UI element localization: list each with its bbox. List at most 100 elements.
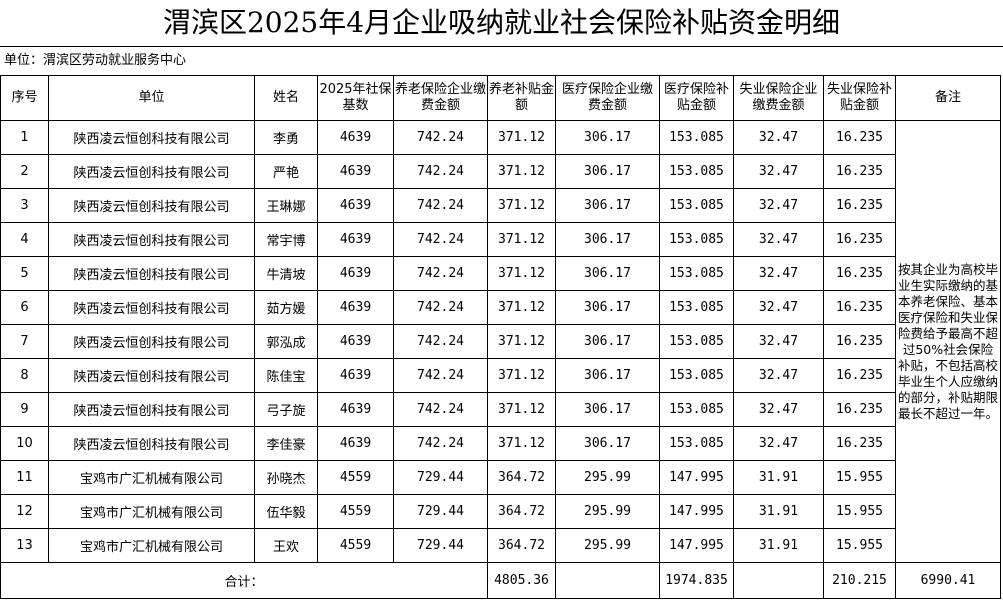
row-medical-subsidy: 147.995	[659, 494, 734, 529]
row-pension-subsidy: 371.12	[487, 256, 556, 291]
row-base: 4639	[317, 154, 394, 189]
header-remark: 备注	[895, 75, 1001, 121]
row-unemployment-subsidy: 16.235	[823, 290, 896, 325]
row-pension-subsidy: 371.12	[487, 426, 556, 461]
row-unemployment-subsidy: 16.235	[823, 426, 896, 461]
row-base: 4559	[317, 494, 394, 529]
row-name: 严艳	[254, 154, 318, 189]
table-row: 5 陕西凌云恒创科技有限公司 牛清坡 4639 742.24 371.12 306.17 15…	[0, 256, 1001, 291]
row-company: 陕西凌云恒创科技有限公司	[48, 222, 255, 257]
row-pension-subsidy: 364.72	[487, 528, 556, 563]
row-index: 2	[0, 154, 49, 189]
row-base: 4639	[317, 290, 394, 325]
row-name: 孙晓杰	[254, 460, 318, 495]
row-medical-subsidy: 153.085	[659, 120, 734, 155]
total-unemployment-subsidy: 210.215	[823, 562, 896, 599]
table-row: 12 宝鸡市广汇机械有限公司 伍华毅 4559 729.44 364.72 295.99 14…	[0, 494, 1001, 529]
row-name: 陈佳宝	[254, 358, 318, 393]
row-medical-payment: 306.17	[555, 426, 660, 461]
row-name: 王欢	[254, 528, 318, 563]
row-pension-payment: 729.44	[393, 494, 488, 529]
unit-label: 单位：渭滨区劳动就业服务中心	[4, 53, 187, 68]
table-row: 4 陕西凌云恒创科技有限公司 常宇博 4639 742.24 371.12 306.17 15…	[0, 222, 1001, 257]
header-company: 单位	[48, 75, 255, 121]
header-unemployment-payment: 失业保险企业缴费金额	[733, 75, 824, 121]
row-company: 陕西凌云恒创科技有限公司	[48, 120, 255, 155]
row-name: 茹方媛	[254, 290, 318, 325]
row-unemployment-payment: 32.47	[733, 392, 824, 427]
row-company: 宝鸡市广汇机械有限公司	[48, 528, 255, 563]
header-name: 姓名	[254, 75, 318, 121]
header-base: 2025年社保基数	[317, 75, 394, 121]
row-company: 陕西凌云恒创科技有限公司	[48, 426, 255, 461]
row-unemployment-subsidy: 16.235	[823, 222, 896, 257]
row-base: 4639	[317, 256, 394, 291]
header-pension-subsidy: 养老补贴金额	[487, 75, 556, 121]
row-medical-subsidy: 147.995	[659, 460, 734, 495]
row-medical-subsidy: 153.085	[659, 154, 734, 189]
row-pension-subsidy: 364.72	[487, 494, 556, 529]
row-medical-payment: 306.17	[555, 154, 660, 189]
row-medical-subsidy: 153.085	[659, 188, 734, 223]
row-pension-payment: 742.24	[393, 392, 488, 427]
row-unemployment-payment: 31.91	[733, 528, 824, 563]
total-empty-cell	[555, 562, 660, 599]
row-unemployment-payment: 32.47	[733, 222, 824, 257]
row-pension-payment: 742.24	[393, 256, 488, 291]
row-pension-subsidy: 371.12	[487, 154, 556, 189]
row-pension-subsidy: 371.12	[487, 120, 556, 155]
row-company: 陕西凌云恒创科技有限公司	[48, 392, 255, 427]
row-pension-subsidy: 371.12	[487, 358, 556, 393]
row-index: 5	[0, 256, 49, 291]
row-unemployment-subsidy: 15.955	[823, 494, 896, 529]
row-medical-payment: 306.17	[555, 392, 660, 427]
row-name: 李勇	[254, 120, 318, 155]
row-medical-payment: 295.99	[555, 494, 660, 529]
row-medical-payment: 306.17	[555, 256, 660, 291]
row-unemployment-payment: 32.47	[733, 426, 824, 461]
header-unemployment-subsidy: 失业保险补贴金额	[823, 75, 896, 121]
row-unemployment-payment: 32.47	[733, 324, 824, 359]
row-medical-subsidy: 147.995	[659, 528, 734, 563]
row-medical-payment: 306.17	[555, 188, 660, 223]
row-name: 伍华毅	[254, 494, 318, 529]
row-medical-subsidy: 153.085	[659, 426, 734, 461]
row-medical-payment: 306.17	[555, 222, 660, 257]
row-base: 4639	[317, 188, 394, 223]
row-name: 常宇博	[254, 222, 318, 257]
row-pension-payment: 729.44	[393, 460, 488, 495]
row-unemployment-payment: 32.47	[733, 154, 824, 189]
row-company: 陕西凌云恒创科技有限公司	[48, 256, 255, 291]
row-base: 4639	[317, 120, 394, 155]
table-row: 3 陕西凌云恒创科技有限公司 王琳娜 4639 742.24 371.12 306.17 15…	[0, 188, 1001, 223]
row-medical-payment: 306.17	[555, 358, 660, 393]
row-unemployment-payment: 32.47	[733, 188, 824, 223]
row-pension-subsidy: 364.72	[487, 460, 556, 495]
row-index: 7	[0, 324, 49, 359]
header-pension-payment: 养老保险企业缴费金额	[393, 75, 488, 121]
table-row: 9 陕西凌云恒创科技有限公司 弓子旋 4639 742.24 371.12 306.17 15…	[0, 392, 1001, 427]
header-medical-payment: 医疗保险企业缴费金额	[555, 75, 660, 121]
header-row: 序号 单位 姓名 2025年社保基数 养老保险企业缴费金额 养老补贴金额 医疗保…	[0, 75, 1001, 121]
row-pension-subsidy: 371.12	[487, 290, 556, 325]
row-company: 宝鸡市广汇机械有限公司	[48, 460, 255, 495]
row-base: 4639	[317, 324, 394, 359]
row-medical-payment: 306.17	[555, 324, 660, 359]
row-base: 4639	[317, 392, 394, 427]
row-pension-subsidy: 371.12	[487, 188, 556, 223]
row-pension-payment: 729.44	[393, 528, 488, 563]
row-company: 陕西凌云恒创科技有限公司	[48, 290, 255, 325]
row-index: 3	[0, 188, 49, 223]
row-index: 1	[0, 120, 49, 155]
header-index: 序号	[0, 75, 49, 121]
row-pension-payment: 742.24	[393, 154, 488, 189]
row-base: 4559	[317, 528, 394, 563]
row-pension-payment: 742.24	[393, 120, 488, 155]
table-row: 13 宝鸡市广汇机械有限公司 王欢 4559 729.44 364.72 295.99 147…	[0, 528, 1001, 563]
row-medical-subsidy: 153.085	[659, 256, 734, 291]
row-company: 陕西凌云恒创科技有限公司	[48, 154, 255, 189]
table-row: 7 陕西凌云恒创科技有限公司 郭泓成 4639 742.24 371.12 306.17 15…	[0, 324, 1001, 359]
row-medical-payment: 295.99	[555, 460, 660, 495]
row-unemployment-subsidy: 15.955	[823, 528, 896, 563]
row-medical-subsidy: 153.085	[659, 392, 734, 427]
